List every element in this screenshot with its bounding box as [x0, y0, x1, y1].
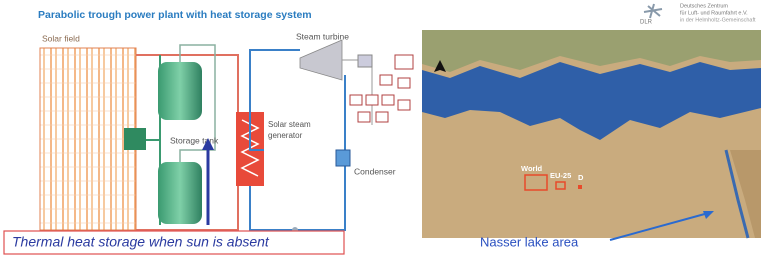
house: [398, 100, 410, 110]
hot-tank: [158, 62, 202, 120]
house: [382, 95, 394, 105]
condenser-label: Condenser: [354, 166, 396, 176]
map-caption: Nasser lake area: [480, 234, 579, 249]
turbine: [300, 40, 342, 80]
storage-label: Storage tank: [170, 135, 219, 145]
house: [380, 75, 392, 85]
generator-label: generator: [268, 131, 303, 140]
caption: Thermal heat storage when sun is absent: [12, 234, 270, 250]
solar-field: [40, 48, 136, 230]
region-d: [578, 185, 582, 189]
generator-label: Solar steam: [268, 120, 311, 129]
region-label: D: [578, 173, 584, 182]
house: [398, 78, 410, 88]
logo-line: Deutsches Zentrum: [680, 3, 728, 9]
transformer: [358, 55, 372, 67]
logo-acronym: DLR: [640, 20, 653, 26]
logo-line: für Luft- und Raumfahrt e.V.: [680, 10, 748, 16]
logo-line: in der Helmholtz-Gemeinschaft: [680, 17, 756, 23]
house: [358, 112, 370, 122]
solar-field-label: Solar field: [42, 33, 80, 43]
turbine-label: Steam turbine: [296, 31, 349, 41]
house: [395, 55, 413, 69]
house: [376, 112, 388, 122]
condenser: [336, 150, 350, 166]
house: [350, 95, 362, 105]
region-label: World: [521, 164, 543, 173]
heat-exchanger: [124, 128, 146, 150]
page: Parabolic trough power plant with heat s…: [0, 0, 761, 256]
title: Parabolic trough power plant with heat s…: [38, 9, 312, 21]
region-label: EU-25: [550, 171, 571, 180]
logo-mark: [644, 4, 662, 18]
cold-tank: [158, 162, 202, 224]
house: [366, 95, 378, 105]
